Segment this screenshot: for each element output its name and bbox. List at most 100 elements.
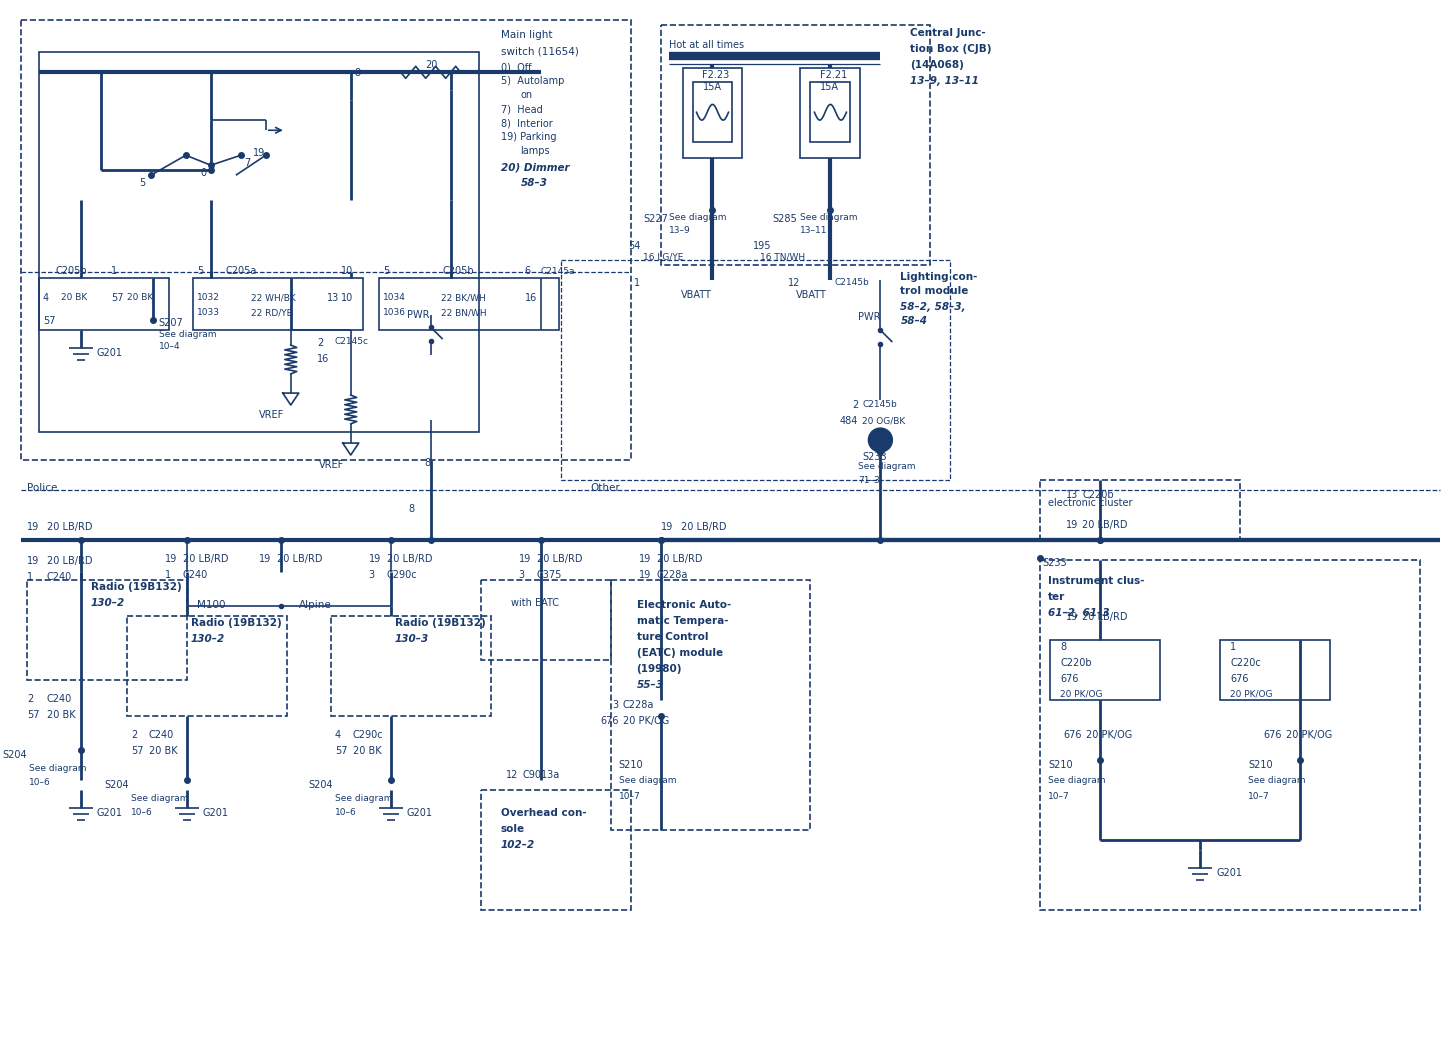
Text: 13–11: 13–11 [801, 226, 828, 235]
Text: 2: 2 [317, 338, 323, 348]
Text: 8: 8 [409, 504, 415, 514]
Text: 20 OG/BK: 20 OG/BK [862, 416, 906, 425]
Text: S204: S204 [105, 780, 130, 789]
Text: 20 PK/OG: 20 PK/OG [1286, 730, 1332, 739]
Text: 20 PK/OG: 20 PK/OG [1230, 690, 1273, 699]
Text: (19980): (19980) [636, 664, 681, 674]
Text: G201: G201 [406, 808, 432, 817]
Text: 16 LG/YE: 16 LG/YE [642, 252, 683, 261]
Text: C205a: C205a [226, 266, 256, 277]
Text: 6: 6 [524, 266, 531, 277]
Text: Central Junc-: Central Junc- [910, 28, 986, 38]
Text: 57: 57 [42, 316, 55, 327]
Text: C228a: C228a [623, 700, 654, 710]
Text: 3: 3 [613, 700, 619, 710]
Text: C2145c: C2145c [335, 337, 368, 346]
Text: 8)  Interior: 8) Interior [501, 119, 552, 128]
Text: See diagram: See diagram [619, 776, 676, 785]
Text: 676: 676 [1230, 674, 1249, 684]
Bar [39, 278, 169, 330]
Text: 20 LB/RD: 20 LB/RD [680, 522, 727, 532]
Text: 20 LB/RD: 20 LB/RD [277, 554, 322, 564]
Text: 55–3: 55–3 [636, 680, 664, 690]
Bar [693, 82, 732, 142]
Text: 130–2: 130–2 [90, 598, 125, 608]
Text: 19: 19 [1066, 520, 1079, 530]
Text: PWR: PWR [406, 310, 430, 320]
Text: 195: 195 [753, 241, 772, 252]
Text: 20 LB/RD: 20 LB/RD [657, 554, 702, 564]
Text: S207: S207 [159, 318, 183, 329]
Text: 57: 57 [28, 710, 39, 720]
Text: 15A: 15A [702, 82, 722, 93]
Text: C290c: C290c [352, 730, 383, 739]
Text: 3: 3 [368, 570, 374, 580]
Text: 7)  Head: 7) Head [501, 104, 543, 114]
Text: See diagram: See diagram [801, 213, 858, 223]
Text: Alpine: Alpine [298, 600, 332, 609]
Text: 54: 54 [628, 241, 641, 252]
Text: 20 BK: 20 BK [61, 293, 87, 303]
Text: 4: 4 [335, 730, 341, 739]
Text: 22 BN/WH: 22 BN/WH [441, 308, 486, 317]
Text: 7: 7 [243, 158, 250, 168]
Text: 1033: 1033 [197, 308, 220, 317]
Text: See diagram: See diagram [1048, 776, 1105, 785]
Text: 20 LB/RD: 20 LB/RD [1082, 520, 1128, 530]
Text: 2: 2 [852, 400, 859, 410]
Text: on: on [521, 90, 533, 100]
Bar [127, 616, 287, 716]
Bar [661, 25, 930, 265]
Text: C240: C240 [183, 570, 208, 580]
Text: VREF: VREF [319, 460, 344, 470]
Text: 57: 57 [335, 746, 347, 756]
Text: 13: 13 [326, 293, 339, 303]
Text: C2145b: C2145b [834, 278, 869, 287]
Text: 16: 16 [317, 354, 329, 364]
Text: See diagram: See diagram [159, 330, 217, 339]
Text: S210: S210 [619, 760, 644, 770]
Text: F2.21: F2.21 [820, 71, 847, 80]
Text: Other: Other [591, 483, 620, 493]
Text: C2145b: C2145b [862, 400, 897, 409]
Text: 61–2, 61–3: 61–2, 61–3 [1048, 608, 1109, 618]
Text: 102–2: 102–2 [501, 839, 534, 850]
Text: 19: 19 [165, 554, 178, 564]
Text: 19) Parking: 19) Parking [501, 132, 556, 142]
Text: Electronic Auto-: Electronic Auto- [636, 600, 731, 609]
Text: 16 TN/WH: 16 TN/WH [760, 252, 805, 261]
Text: with EATC: with EATC [511, 598, 559, 608]
Bar [1040, 480, 1241, 540]
Text: 5)  Autolamp: 5) Autolamp [501, 76, 563, 86]
Bar [331, 616, 491, 716]
Text: 20) Dimmer: 20) Dimmer [501, 162, 569, 173]
Bar [683, 69, 743, 158]
Bar [192, 278, 363, 330]
Bar [28, 580, 186, 680]
Bar [379, 278, 559, 330]
Text: Instrument clus-: Instrument clus- [1048, 576, 1144, 586]
Text: 3: 3 [518, 570, 524, 580]
Text: 58–4: 58–4 [900, 316, 927, 327]
Circle shape [868, 428, 893, 452]
Text: Radio (19B132): Radio (19B132) [191, 618, 281, 628]
Text: Radio (19B132): Radio (19B132) [90, 582, 182, 592]
Text: C220b: C220b [1060, 658, 1092, 668]
Text: Main light: Main light [501, 30, 552, 41]
Text: 20 LB/RD: 20 LB/RD [47, 522, 92, 532]
Text: 130–3: 130–3 [395, 634, 430, 644]
Text: 10–7: 10–7 [619, 791, 641, 801]
Text: 19: 19 [518, 554, 531, 564]
Text: 58–2, 58–3,: 58–2, 58–3, [900, 303, 965, 312]
Text: 22 BK/WH: 22 BK/WH [441, 293, 485, 303]
Text: 20 LB/RD: 20 LB/RD [387, 554, 432, 564]
Bar [1040, 560, 1420, 910]
Text: Lighting con-: Lighting con- [900, 272, 978, 282]
Text: 19: 19 [259, 554, 271, 564]
Text: 676: 676 [1060, 674, 1079, 684]
Text: C220c: C220c [1230, 658, 1261, 668]
Text: S204: S204 [3, 750, 28, 760]
Text: 20 PK/OG: 20 PK/OG [623, 716, 668, 726]
Text: C220b: C220b [1082, 490, 1114, 500]
Text: Police: Police [28, 483, 57, 493]
